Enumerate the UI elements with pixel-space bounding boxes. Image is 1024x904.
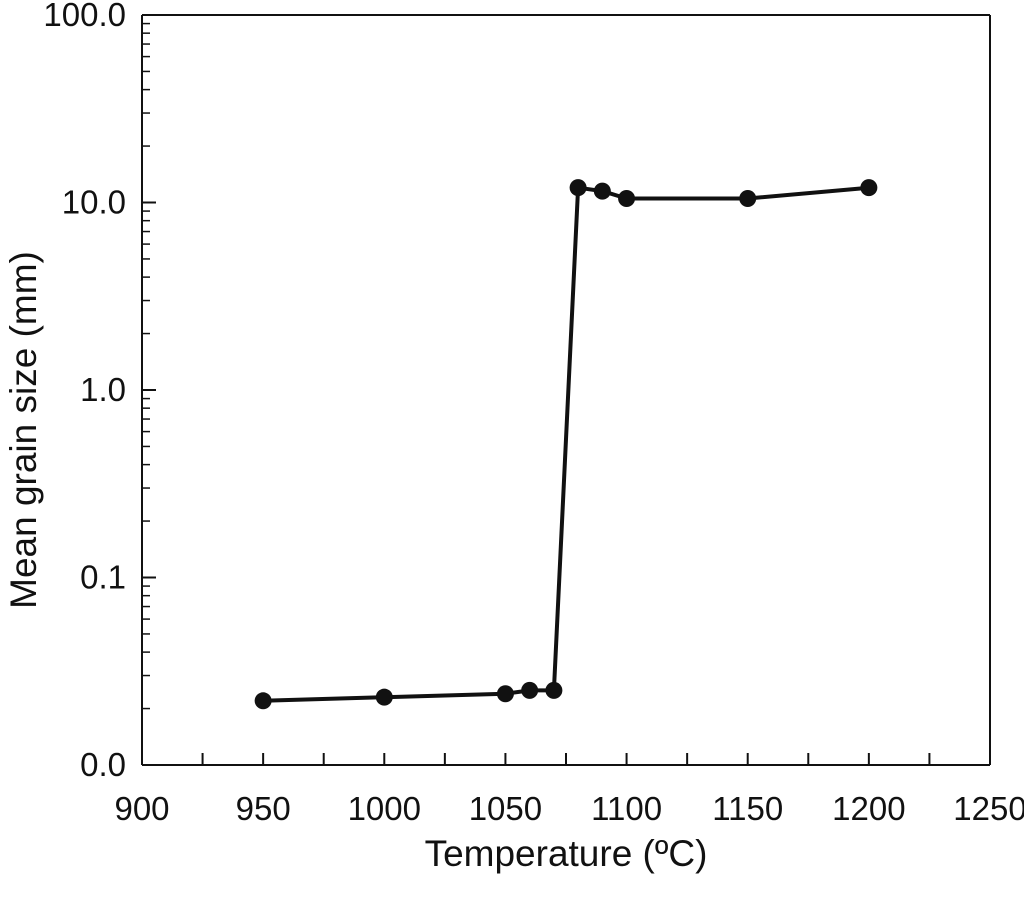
- data-point: [618, 190, 636, 208]
- y-axis-title: Mean grain size (mm): [3, 251, 44, 609]
- data-point: [496, 685, 514, 703]
- data-point: [569, 179, 587, 197]
- y-tick-label: 100.0: [43, 0, 126, 33]
- axes: [141, 14, 991, 766]
- x-tick-label: 950: [236, 790, 291, 827]
- y-tick-label: 0.0: [80, 746, 126, 783]
- y-tick-label: 10.0: [62, 184, 126, 221]
- data-point: [521, 681, 539, 699]
- data-point: [545, 681, 563, 699]
- data-point: [375, 688, 393, 706]
- x-tick-label: 900: [114, 790, 169, 827]
- series-line: [261, 185, 871, 703]
- x-tick-label: 1200: [832, 790, 905, 827]
- data-point: [739, 190, 757, 208]
- x-tick-label: 1150: [712, 790, 783, 827]
- x-tick-label: 1100: [591, 790, 662, 827]
- x-tick-label: 1050: [469, 790, 542, 827]
- y-tick-label: 0.1: [80, 559, 126, 596]
- x-tick-label: 1250: [953, 790, 1024, 827]
- data-point: [593, 182, 611, 200]
- data-point: [254, 692, 272, 710]
- x-axis-title: Temperature (ºC): [425, 833, 708, 874]
- data-point: [860, 179, 878, 197]
- y-tick-label: 1.0: [80, 371, 126, 408]
- x-tick-label: 1000: [348, 790, 421, 827]
- axis-ticks: 900 950 1000 1050 1100 1150 1200 1250 0.0 0.1 1.0 1…: [43, 0, 1024, 827]
- data-series: [254, 179, 878, 710]
